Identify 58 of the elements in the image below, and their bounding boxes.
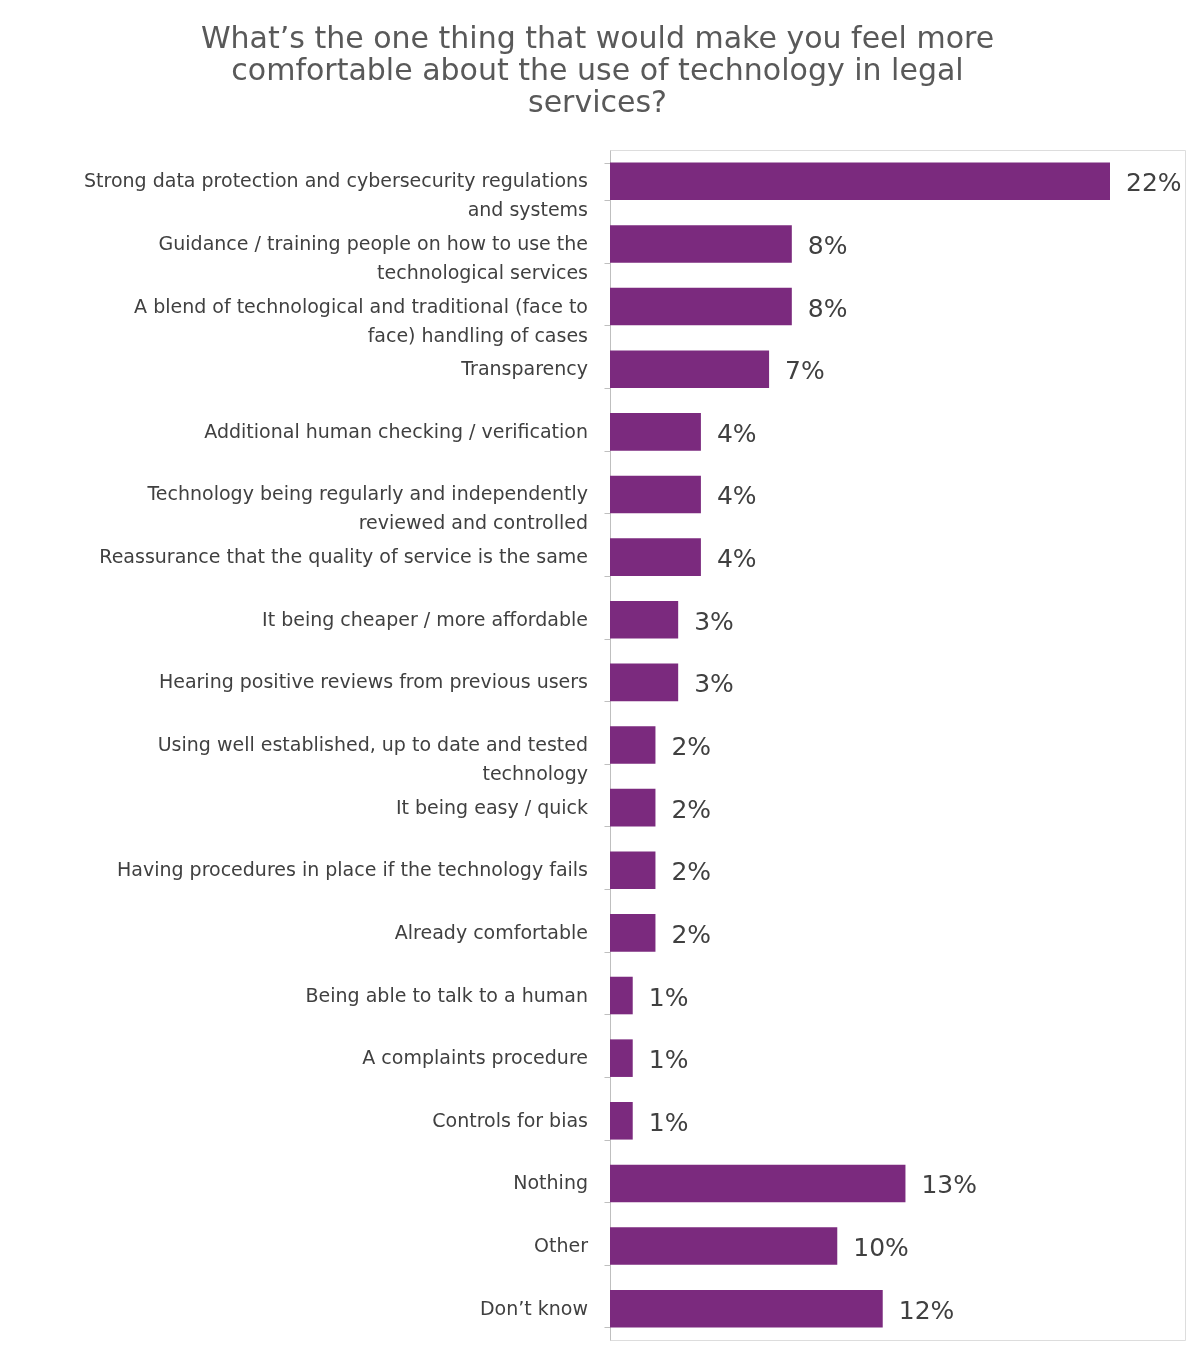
y-tick-label: Guidance / training people on how to use the technological services: [158, 231, 588, 283]
y-tick-label: Reassurance that the quality of service is the same: [99, 545, 588, 568]
y-tick-label: Being able to talk to a human: [305, 983, 588, 1006]
y-tick-label: Other: [534, 1234, 589, 1257]
bar: [610, 1227, 838, 1265]
data-label: 2%: [671, 732, 712, 761]
bar: [610, 162, 1110, 201]
bar: [610, 1289, 883, 1328]
data-label: 2%: [671, 794, 712, 824]
y-tick-label: Nothing: [513, 1171, 588, 1194]
bar: [610, 1164, 906, 1203]
bar: [610, 225, 792, 263]
y-tick-label: Controls for bias: [432, 1108, 588, 1131]
y-tick-label: Don’t know: [479, 1296, 588, 1319]
bar: [610, 914, 656, 952]
y-tick-label: Using well established, up to date and tested technology: [157, 733, 588, 784]
bar: [610, 287, 792, 326]
y-tick-label: Having procedures in place if the technology fails: [116, 858, 588, 881]
bar: [610, 851, 656, 890]
data-label: 1%: [648, 982, 689, 1012]
bar: [610, 350, 770, 388]
y-tick-label: It being easy / quick: [395, 795, 588, 818]
bar: [610, 1039, 633, 1077]
data-label: 4%: [716, 481, 757, 511]
y-tick-label: Already comfortable: [394, 920, 588, 943]
y-tick-label: Transparency: [460, 357, 588, 380]
data-label: 22%: [1126, 168, 1182, 198]
y-tick-label: Hearing positive reviews from previous users: [158, 670, 588, 693]
data-label: 2%: [671, 919, 712, 949]
bar: [610, 538, 701, 576]
y-tick-label: Additional human checking / verification: [204, 419, 588, 442]
data-label: 1%: [648, 1107, 689, 1137]
y-tick-label: A blend of technological and traditional (face to face) handling of cases: [134, 294, 588, 346]
bar: [610, 413, 701, 451]
y-tick-label: A complaints procedure: [362, 1046, 588, 1069]
data-label: 8%: [807, 230, 848, 260]
y-tick-label: Technology being regularly and independently reviewed and controlled: [146, 482, 588, 534]
chart-title: What’s the one thing that would make you feel more comfortable about the use of technology in legal services?: [200, 20, 995, 119]
bar: [610, 1102, 633, 1140]
y-tick-label: Strong data protection and cybersecurity regulations and systems: [84, 169, 588, 221]
bar: [610, 788, 656, 827]
data-label: 13%: [921, 1170, 978, 1200]
data-label: 8%: [807, 293, 848, 323]
data-label: 7%: [785, 356, 825, 386]
data-label: 12%: [898, 1295, 955, 1325]
bar: [610, 663, 679, 702]
data-label: 2%: [671, 857, 712, 887]
data-label: 4%: [716, 418, 757, 448]
bar: [610, 475, 701, 514]
data-label: 10%: [853, 1233, 909, 1263]
bar: [610, 976, 633, 1015]
y-tick-label: It being cheaper / more affordable: [262, 607, 588, 630]
data-label: 1%: [648, 1045, 689, 1075]
data-label: 4%: [716, 544, 757, 574]
bar: [610, 726, 656, 764]
data-label: 3%: [694, 606, 734, 636]
bar: [610, 600, 679, 639]
data-label: 3%: [694, 669, 734, 699]
